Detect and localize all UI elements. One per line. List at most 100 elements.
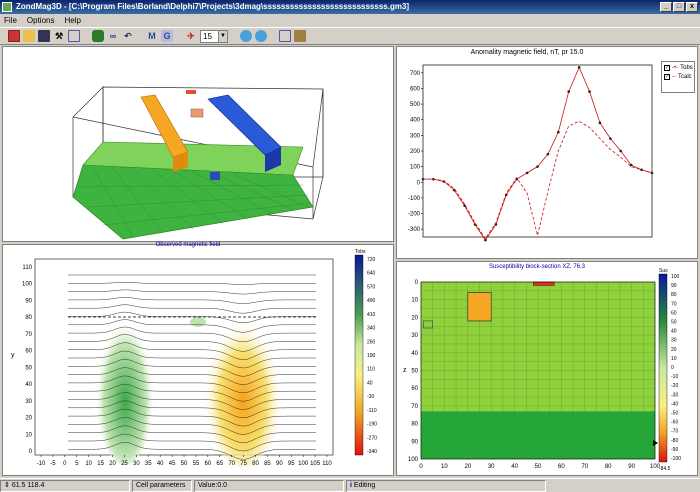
- menu-options[interactable]: Options: [26, 16, 55, 25]
- open-icon[interactable]: [23, 30, 35, 42]
- x-tick-label: 5: [75, 461, 79, 467]
- colorbar-label: -100: [671, 456, 681, 462]
- menu-bar: File Options Help: [0, 14, 700, 27]
- x-tick-label: 75: [240, 461, 247, 467]
- small-body-blue: [210, 172, 220, 180]
- colorbar-label: -20: [671, 383, 678, 389]
- menu-help[interactable]: Help: [64, 16, 81, 25]
- title-bar: ZondMag3D - [C:\Program Files\Borland\De…: [0, 0, 700, 14]
- coords-value: 61.5 118.4: [11, 481, 45, 489]
- model-3d-view[interactable]: [2, 46, 394, 242]
- x-tick-label: 85: [264, 461, 271, 467]
- tools-icon[interactable]: ⚒: [54, 30, 64, 41]
- paste-icon[interactable]: [294, 30, 306, 42]
- orange-block: [467, 292, 492, 322]
- observed-map: -10 -5 0 5 10 15 20 25 30 35 40 45 50 55 60 65 70 75 80 85 9…: [11, 249, 377, 467]
- globe2-icon[interactable]: [255, 30, 267, 42]
- chevron-down-icon[interactable]: ▼: [218, 30, 227, 42]
- profile-line: [68, 375, 316, 394]
- status-mode: i Editing: [346, 479, 546, 492]
- y-tick-label: 60: [25, 349, 32, 355]
- zoom-combo[interactable]: 15 ▼: [200, 29, 228, 43]
- pin-icon[interactable]: ✈: [187, 30, 195, 41]
- new-icon[interactable]: [8, 30, 20, 42]
- x-tick-label: 110: [322, 461, 332, 467]
- colorbar-label: 340: [367, 326, 376, 332]
- x-tick-label: 30: [133, 461, 140, 467]
- colorbar-label: 30: [671, 338, 677, 344]
- data-point: [577, 66, 581, 69]
- profile-line: [68, 392, 316, 410]
- colorbar-label: 260: [367, 339, 376, 345]
- profile-line: [68, 297, 316, 304]
- x-tick-label: 30: [488, 464, 495, 470]
- x-tick-label: 10: [85, 461, 92, 467]
- small-anomaly: [190, 317, 206, 327]
- y-tick-label: 20: [411, 315, 418, 321]
- data-point: [536, 165, 539, 168]
- minimize-button[interactable]: _: [660, 2, 672, 12]
- data-point: [484, 238, 487, 242]
- profile-line: [68, 442, 316, 460]
- copy-icon[interactable]: [68, 30, 80, 42]
- close-button[interactable]: x: [686, 2, 698, 12]
- observed-frame: [34, 258, 334, 456]
- data-point: [609, 137, 612, 140]
- y-tick-label: 400: [410, 118, 421, 124]
- status-value: Value:0.0: [194, 479, 344, 492]
- y-tick-label: 20: [25, 416, 32, 422]
- colorbar-label: 90: [671, 283, 677, 289]
- x-tick-label: 15: [97, 461, 104, 467]
- x-tick-label: 100: [650, 464, 661, 470]
- copy2-icon[interactable]: [279, 30, 291, 42]
- data-point: [567, 90, 571, 93]
- m-icon[interactable]: M: [148, 31, 156, 41]
- colorbar-label: 10: [671, 356, 677, 362]
- maximize-button[interactable]: □: [673, 2, 685, 12]
- profile-line: [68, 326, 316, 343]
- binoculars-icon[interactable]: ∞: [109, 31, 117, 41]
- status-bar: ⇕ 61.5 118.4 Cell parameters Value:0.0 i…: [0, 478, 700, 492]
- y-tick-label: 100: [408, 457, 419, 463]
- profile-chart-pane: Anomality magnetic field, nT, pr 15.0 70…: [396, 46, 698, 259]
- profile-line: [68, 400, 316, 419]
- db-icon[interactable]: [92, 30, 104, 42]
- g-icon[interactable]: G: [161, 30, 173, 42]
- y-tick-label: 60: [411, 386, 418, 392]
- profile-legend: ✓ -•- Tobs ✓ -- Tcalc: [661, 61, 695, 93]
- undo-icon[interactable]: ↶: [124, 30, 132, 41]
- small-body-top: [186, 90, 196, 94]
- blue-body-face: [265, 147, 281, 172]
- colorbar-label: -190: [367, 422, 377, 428]
- checkbox-tcalc[interactable]: ✓: [664, 74, 670, 80]
- y-tick-label: 100: [22, 282, 33, 288]
- colorbar-label: -60: [671, 420, 678, 426]
- observed-colorbar: [354, 254, 364, 456]
- globe-icon[interactable]: [240, 30, 252, 42]
- checkbox-tobs[interactable]: ✓: [664, 65, 670, 71]
- legend-tobs: Tobs: [680, 65, 693, 71]
- x-tick-label: -5: [50, 461, 56, 467]
- colorbar-label: -40: [671, 401, 678, 407]
- orange-body-face: [173, 152, 188, 172]
- y-tick-label: -100: [408, 196, 421, 202]
- app-icon: [2, 2, 12, 12]
- save-icon[interactable]: [38, 30, 50, 42]
- data-point: [629, 163, 633, 167]
- profile-line: [68, 425, 316, 443]
- positive-anomaly: [203, 303, 283, 467]
- section-map[interactable]: 0 10 20 30 40 50 60 70 80 90 100010203040506070809…: [397, 262, 699, 475]
- x-tick-label: 10: [441, 464, 448, 470]
- x-tick-label: -10: [37, 461, 46, 467]
- y-tick-label: 110: [22, 265, 32, 271]
- colorbar-label: 0: [671, 365, 674, 371]
- x-tick-label: 45: [169, 461, 176, 467]
- x-tick-label: 25: [121, 461, 128, 467]
- colorbar-label: 40: [367, 380, 373, 386]
- window-title: ZondMag3D - [C:\Program Files\Borland\De…: [16, 2, 410, 11]
- menu-file[interactable]: File: [4, 16, 17, 25]
- y-tick-label: 30: [25, 399, 32, 405]
- profile-line: [68, 359, 316, 377]
- section-colorbar: [658, 273, 668, 463]
- x-tick-label: 50: [181, 461, 188, 467]
